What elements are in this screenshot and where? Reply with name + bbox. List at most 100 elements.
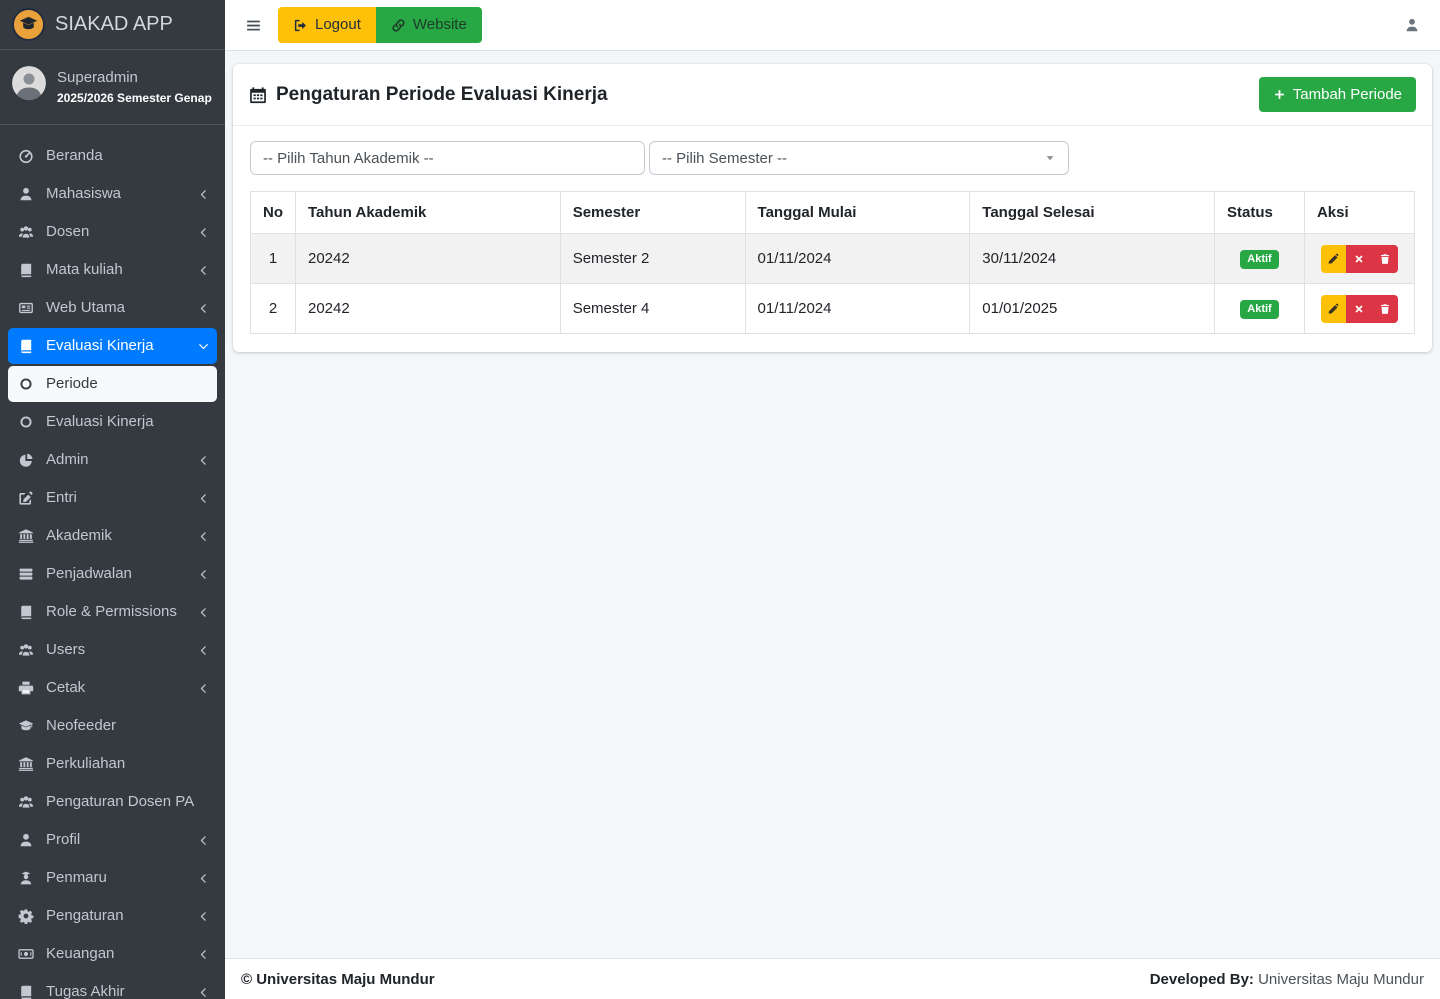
deactivate-button[interactable] <box>1345 244 1372 273</box>
siakad-logo-icon <box>12 8 45 41</box>
caret-down-icon <box>1044 152 1056 164</box>
users-icon <box>16 224 35 241</box>
chevron-left-icon <box>198 265 209 276</box>
user-icon <box>16 832 35 849</box>
filters-row: -- Pilih Tahun Akademik -- -- Pilih Seme… <box>250 141 1415 175</box>
tachometer-icon <box>16 148 35 165</box>
sidebar-item-users[interactable]: Users <box>8 632 217 668</box>
chevron-left-icon <box>198 645 209 656</box>
header-tahun-akademik: Tahun Akademik <box>295 191 561 234</box>
table-row: 1 20242 Semester 2 01/11/2024 30/11/2024 Akti… <box>250 233 1416 284</box>
chevron-left-icon <box>198 949 209 960</box>
sidebar-item-admin[interactable]: Admin <box>8 442 217 478</box>
chevron-left-icon <box>198 987 209 998</box>
sidebar-item-role-permissions[interactable]: Role & Permissions <box>8 594 217 630</box>
chevron-left-icon <box>198 189 209 200</box>
table-body: 1 20242 Semester 2 01/11/2024 30/11/2024 Akti… <box>250 233 1416 334</box>
sidebar-item-entri[interactable]: Entri <box>8 480 217 516</box>
sidebar-subitem-evaluasi-kinerja[interactable]: Evaluasi Kinerja <box>8 404 217 440</box>
chevron-left-icon <box>198 569 209 580</box>
edit-button[interactable] <box>1320 294 1346 323</box>
deactivate-button[interactable] <box>1345 294 1372 323</box>
user-menu-button[interactable] <box>1404 17 1420 33</box>
logout-button[interactable]: Logout <box>278 7 376 43</box>
topbar-buttons: Logout Website <box>278 7 482 43</box>
sidebar-item-penmaru[interactable]: Penmaru <box>8 860 217 896</box>
chevron-down-icon <box>198 341 209 352</box>
delete-button[interactable] <box>1371 244 1398 273</box>
sidebar-item-label: Cetak <box>46 679 86 696</box>
sidebar-item-beranda[interactable]: Beranda <box>8 138 217 174</box>
brand[interactable]: SIAKAD APP <box>0 0 225 50</box>
row-actions <box>1320 244 1398 273</box>
header-status: Status <box>1214 191 1305 234</box>
chart-pie-icon <box>16 452 35 469</box>
sidebar-item-cetak[interactable]: Cetak <box>8 670 217 706</box>
link-icon <box>391 18 406 33</box>
sidebar-item-pengaturan[interactable]: Pengaturan <box>8 898 217 934</box>
sidebar-item-label: Admin <box>46 451 89 468</box>
sidebar-nav: Beranda Mahasiswa Dosen Mata kuliah Web Utam… <box>0 125 225 999</box>
sidebar-item-penjadwalan[interactable]: Penjadwalan <box>8 556 217 592</box>
sidebar-item-tugas-akhir[interactable]: Tugas Akhir <box>8 974 217 999</box>
page-title: Pengaturan Periode Evaluasi Kinerja <box>249 84 608 106</box>
sidebar-item-akademik[interactable]: Akademik <box>8 518 217 554</box>
book-icon <box>16 984 35 999</box>
status-badge: Aktif <box>1240 299 1279 319</box>
cell-tahun-akademik: 20242 <box>295 283 561 334</box>
cell-no: 2 <box>250 283 296 334</box>
sidebar-item-label: Periode <box>46 375 98 392</box>
cell-tahun-akademik: 20242 <box>295 233 561 284</box>
user-graduate-icon <box>16 870 35 887</box>
cell-tanggal-mulai: 01/11/2024 <box>744 283 971 334</box>
book-icon <box>16 338 35 355</box>
sidebar-item-label: Web Utama <box>46 299 125 316</box>
edit-button[interactable] <box>1320 244 1346 273</box>
times-icon <box>1353 303 1365 315</box>
sidebar-item-label: Entri <box>46 489 77 506</box>
sign-out-icon <box>293 18 308 33</box>
edit-icon <box>16 490 35 507</box>
cell-status: Aktif <box>1214 233 1305 284</box>
plus-icon <box>1273 88 1286 101</box>
sidebar-item-mata-kuliah[interactable]: Mata kuliah <box>8 252 217 288</box>
trash-icon <box>1379 253 1391 265</box>
website-label: Website <box>412 16 467 33</box>
sidebar-item-label: Pengaturan Dosen PA <box>46 793 195 810</box>
user-name: Superadmin <box>57 69 138 86</box>
periode-card: Pengaturan Periode Evaluasi Kinerja Tamb… <box>233 64 1432 352</box>
sidebar-item-label: Beranda <box>46 147 103 164</box>
card-body: -- Pilih Tahun Akademik -- -- Pilih Seme… <box>233 126 1432 352</box>
delete-button[interactable] <box>1371 294 1398 323</box>
sidebar-item-perkuliahan[interactable]: Perkuliahan <box>8 746 217 782</box>
newspaper-icon <box>16 300 35 317</box>
sidebar-item-keuangan[interactable]: Keuangan <box>8 936 217 972</box>
tahun-akademik-select[interactable]: -- Pilih Tahun Akademik -- <box>250 141 645 175</box>
sidebar-item-evaluasi-kinerja[interactable]: Evaluasi Kinerja <box>8 328 217 364</box>
chevron-left-icon <box>198 227 209 238</box>
sidebar-item-mahasiswa[interactable]: Mahasiswa <box>8 176 217 212</box>
graduation-cap-icon <box>16 718 35 735</box>
cell-aksi <box>1303 283 1416 334</box>
sidebar-subitem-periode[interactable]: Periode <box>8 366 217 402</box>
semester-select[interactable]: -- Pilih Semester -- <box>649 141 1069 175</box>
chevron-left-icon <box>198 835 209 846</box>
active-semester-label: 2025/2026 Semester Genap <box>57 91 212 105</box>
sidebar-item-dosen[interactable]: Dosen <box>8 214 217 250</box>
sidebar-item-label: Evaluasi Kinerja <box>46 413 154 430</box>
cell-tanggal-selesai: 30/11/2024 <box>969 233 1216 284</box>
chevron-left-icon <box>198 683 209 694</box>
sidebar-item-profil[interactable]: Profil <box>8 822 217 858</box>
sidebar-item-web-utama[interactable]: Web Utama <box>8 290 217 326</box>
menu-toggle-button[interactable] <box>245 17 262 34</box>
chevron-left-icon <box>198 873 209 884</box>
tambah-periode-button[interactable]: Tambah Periode <box>1258 77 1416 112</box>
cell-tanggal-mulai: 01/11/2024 <box>744 233 971 284</box>
website-button[interactable]: Website <box>375 7 482 43</box>
sidebar-item-pengaturan-dosen-pa[interactable]: Pengaturan Dosen PA <box>8 784 217 820</box>
sidebar-item-label: Dosen <box>46 223 90 240</box>
sidebar-item-label: Mata kuliah <box>46 261 123 278</box>
sidebar-item-label: Akademik <box>46 527 112 544</box>
sidebar-item-neofeeder[interactable]: Neofeeder <box>8 708 217 744</box>
developed-by: Developed By: Universitas Maju Mundur <box>1150 971 1424 988</box>
